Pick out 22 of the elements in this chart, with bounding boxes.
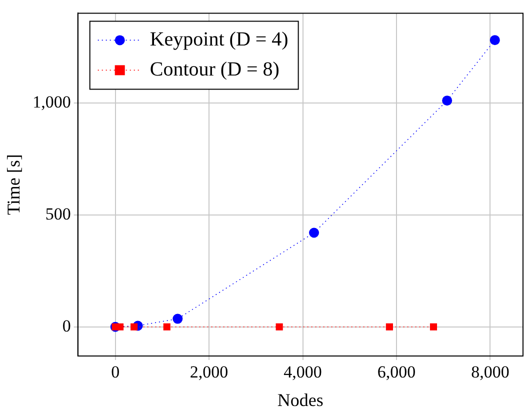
point xyxy=(430,323,438,330)
point xyxy=(490,35,500,46)
point xyxy=(172,314,183,324)
y-tick-label: 0 xyxy=(62,316,71,336)
x-tick-label: 8,000 xyxy=(471,362,510,382)
y-tick-label: 1,000 xyxy=(32,92,71,112)
legend-label: Keypoint (D = 4) xyxy=(150,28,288,50)
point xyxy=(309,228,320,238)
point xyxy=(116,323,124,330)
y-tick-label: 500 xyxy=(45,204,71,224)
point xyxy=(442,96,452,106)
point xyxy=(130,323,138,330)
x-tick-label: 4,000 xyxy=(284,362,322,382)
y-axis-title: Time [s] xyxy=(4,154,24,216)
x-axis-title: Nodes xyxy=(277,390,324,410)
legend-label: Contour (D = 8) xyxy=(150,58,280,80)
x-tick-label: 0 xyxy=(111,362,120,382)
point xyxy=(163,323,170,330)
x-tick-label: 2,000 xyxy=(190,362,228,382)
point xyxy=(276,323,283,330)
point xyxy=(386,323,393,330)
x-tick-label: 6,000 xyxy=(377,362,416,382)
